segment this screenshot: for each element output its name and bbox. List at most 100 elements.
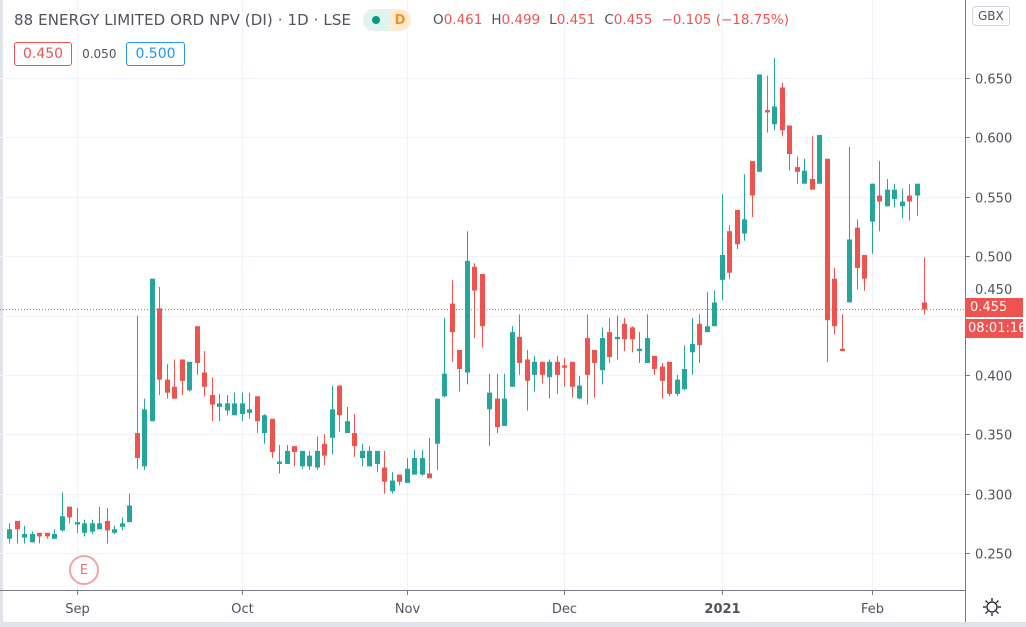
candle-body [322, 443, 327, 456]
currency-button[interactable]: GBX [972, 6, 1010, 26]
time-tick-label: Dec [552, 602, 577, 617]
candle-body [615, 336, 620, 340]
candle-body [255, 396, 260, 422]
candle-up [405, 458, 410, 483]
candle-down [472, 263, 477, 339]
candle-down [37, 532, 42, 544]
candle-up [802, 158, 807, 184]
candle-up [645, 314, 650, 363]
candle-down [832, 268, 837, 335]
candle-body [15, 520, 20, 530]
candle-down [667, 361, 672, 397]
candle-down [660, 363, 665, 399]
candle-body [82, 523, 87, 533]
candle-body [180, 359, 185, 381]
candle-body [727, 231, 732, 273]
candle-body [510, 332, 515, 387]
candle-body [645, 338, 650, 363]
candle-down [517, 314, 522, 375]
candle-down [15, 520, 20, 544]
candle-body [525, 359, 530, 381]
candle-body [637, 348, 642, 352]
time-tick-label: Feb [861, 602, 884, 617]
candle-body [367, 450, 372, 467]
candle-up [112, 525, 117, 534]
candle-body [705, 326, 710, 333]
candle-body [592, 349, 597, 363]
candle-up [742, 174, 747, 241]
candle-down [270, 418, 275, 458]
candle-down [735, 209, 740, 249]
candle-down [352, 414, 357, 457]
candle-body [765, 110, 770, 113]
candle-down [555, 355, 560, 394]
chart-settings-gear-icon[interactable] [982, 597, 1002, 617]
candle-down [855, 219, 860, 290]
candle-body [420, 458, 425, 475]
candle-up [360, 443, 365, 467]
candle-up [97, 506, 102, 530]
candle-down [652, 355, 657, 375]
candle-body [585, 338, 590, 375]
candle-up [547, 359, 552, 399]
candle-down [382, 450, 387, 494]
candle-body [495, 398, 500, 428]
sell-bid-button[interactable]: 0.450 [14, 42, 73, 66]
candle-body [562, 365, 567, 368]
candle-up [232, 392, 237, 416]
candle-body [517, 336, 522, 363]
price-axis[interactable]: 0.250 0.300 0.350 0.400 0.450 0.500 0.550 0.600… [965, 73, 1012, 563]
open-label: O [433, 12, 444, 28]
candle-up [915, 183, 920, 216]
market-open-dot-icon [363, 9, 390, 31]
candle-up [892, 183, 897, 208]
candle-up [262, 414, 267, 444]
candle-down [592, 349, 597, 398]
candle-body [622, 323, 627, 340]
candle-body [97, 523, 102, 530]
window-left-border [0, 0, 3, 627]
ohlc-values: O0.461 H0.499 L0.451 C0.455 −0.105 (−18.… [433, 12, 789, 28]
candle-body [795, 167, 800, 172]
candle-up [487, 373, 492, 447]
time-tick-label: 2021 [704, 602, 740, 617]
candle-body [60, 516, 65, 531]
bid-ask-row: 0.450 0.050 0.500 [14, 42, 185, 66]
candle-body [667, 361, 672, 394]
candle-down [337, 385, 342, 432]
candle-up [240, 392, 245, 422]
candle-down [787, 125, 792, 171]
symbol-title[interactable]: 88 ENERGY LIMITED ORD NPV (DI) · 1D · LS… [14, 11, 352, 29]
candle-body [442, 373, 447, 397]
earnings-marker[interactable]: E [69, 555, 99, 585]
candle-up [420, 449, 425, 476]
candle-body [345, 421, 350, 434]
price-tick-label: 0.400 [975, 370, 1012, 385]
candle-down [750, 161, 755, 217]
candle-up [442, 317, 447, 398]
candle-up [22, 525, 27, 544]
candle-down [202, 351, 207, 397]
candle-body [405, 468, 410, 483]
candle-body [735, 209, 740, 245]
candle-body [210, 395, 215, 405]
candle-down [862, 254, 867, 291]
market-status-badge[interactable]: D [363, 9, 412, 31]
candle-body [472, 266, 477, 291]
candle-body [375, 450, 380, 464]
candle-body [397, 474, 402, 482]
candle-up [600, 327, 605, 385]
low-value: 0.451 [556, 12, 596, 28]
candle-down [322, 434, 327, 466]
time-axis[interactable]: Sep Oct Nov Dec 2021 Feb [65, 590, 884, 617]
candle-up [412, 449, 417, 475]
candle-body [277, 461, 282, 464]
candle-body [120, 523, 125, 527]
candle-up [435, 398, 440, 470]
candle-down [840, 314, 845, 352]
buy-ask-button[interactable]: 0.500 [126, 42, 185, 66]
candle-body [810, 178, 815, 190]
candle-body [787, 125, 792, 154]
candle-down [525, 349, 530, 411]
